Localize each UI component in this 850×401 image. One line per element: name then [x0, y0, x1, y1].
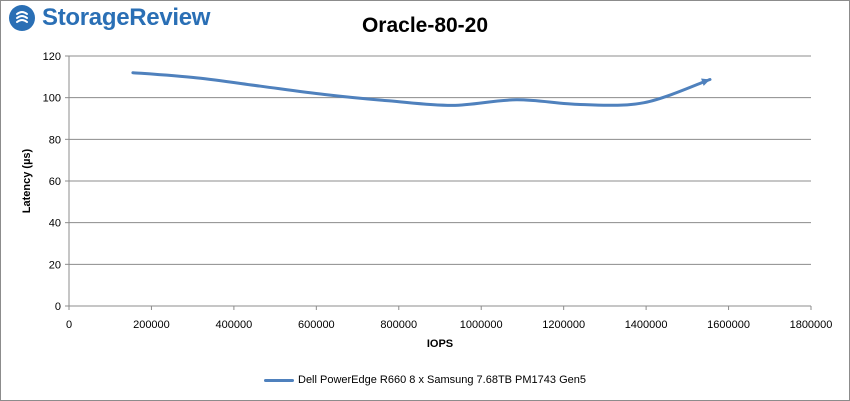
- x-tick-label: 1000000: [460, 319, 503, 331]
- x-tick-label: 0: [66, 319, 72, 331]
- legend-swatch: [264, 378, 294, 382]
- x-tick-label: 1800000: [790, 319, 833, 331]
- series-lines: [131, 71, 712, 107]
- x-tick-label: 200000: [133, 319, 170, 331]
- x-tick-label: 400000: [216, 319, 253, 331]
- y-tick-label: 0: [55, 301, 61, 313]
- storagereview-logo: StorageReview: [8, 4, 210, 32]
- legend: Dell PowerEdge R660 8 x Samsung 7.68TB P…: [0, 374, 850, 386]
- x-tick-label: 1600000: [707, 319, 750, 331]
- series-line-0: [131, 71, 712, 107]
- y-tick-label: 20: [49, 259, 61, 271]
- x-axis-title: IOPS: [427, 338, 453, 350]
- y-tick-label: 40: [49, 218, 61, 230]
- tick-labels: 0 20 40 60 80 100 120 0 200000 400000 600000 800000…: [43, 51, 833, 331]
- gridlines: [69, 55, 811, 265]
- x-tick-label: 600000: [298, 319, 335, 331]
- x-tick-label: 800000: [380, 319, 417, 331]
- y-tick-label: 80: [49, 134, 61, 146]
- legend-label: Dell PowerEdge R660 8 x Samsung 7.68TB P…: [298, 374, 586, 386]
- x-tick-label: 1200000: [542, 319, 585, 331]
- y-tick-label: 100: [43, 93, 61, 105]
- y-tick-label: 120: [43, 51, 61, 63]
- series-end-arrow: [701, 78, 711, 86]
- axes: [65, 55, 812, 310]
- x-tick-label: 1400000: [625, 319, 668, 331]
- brand-name: StorageReview: [42, 4, 211, 31]
- y-axis-title: Latency (µs): [21, 148, 33, 213]
- chart-title: Oracle-80-20: [361, 14, 489, 37]
- storagereview-logo-icon: [9, 5, 35, 31]
- y-tick-label: 60: [49, 176, 61, 188]
